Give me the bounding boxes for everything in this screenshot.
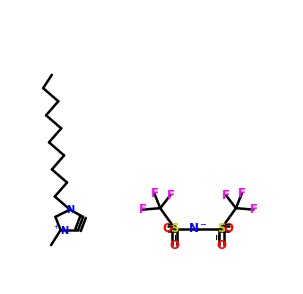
- Text: N: N: [66, 205, 74, 215]
- Text: N$^-$: N$^-$: [188, 222, 208, 235]
- Text: F: F: [166, 188, 175, 202]
- Text: $^+$N: $^+$N: [52, 223, 70, 237]
- Text: F: F: [238, 187, 246, 200]
- Text: =: =: [166, 222, 173, 231]
- Text: S: S: [171, 222, 179, 235]
- Text: O: O: [170, 239, 180, 252]
- Text: =: =: [214, 233, 223, 240]
- Text: O: O: [224, 222, 234, 235]
- Text: F: F: [249, 203, 258, 216]
- Text: =: =: [173, 233, 182, 240]
- Text: F: F: [222, 188, 230, 202]
- Text: F: F: [139, 203, 147, 216]
- Text: =: =: [223, 222, 230, 231]
- Text: O: O: [162, 222, 172, 235]
- Text: S: S: [217, 222, 226, 235]
- Text: O: O: [216, 239, 226, 252]
- Text: F: F: [150, 187, 158, 200]
